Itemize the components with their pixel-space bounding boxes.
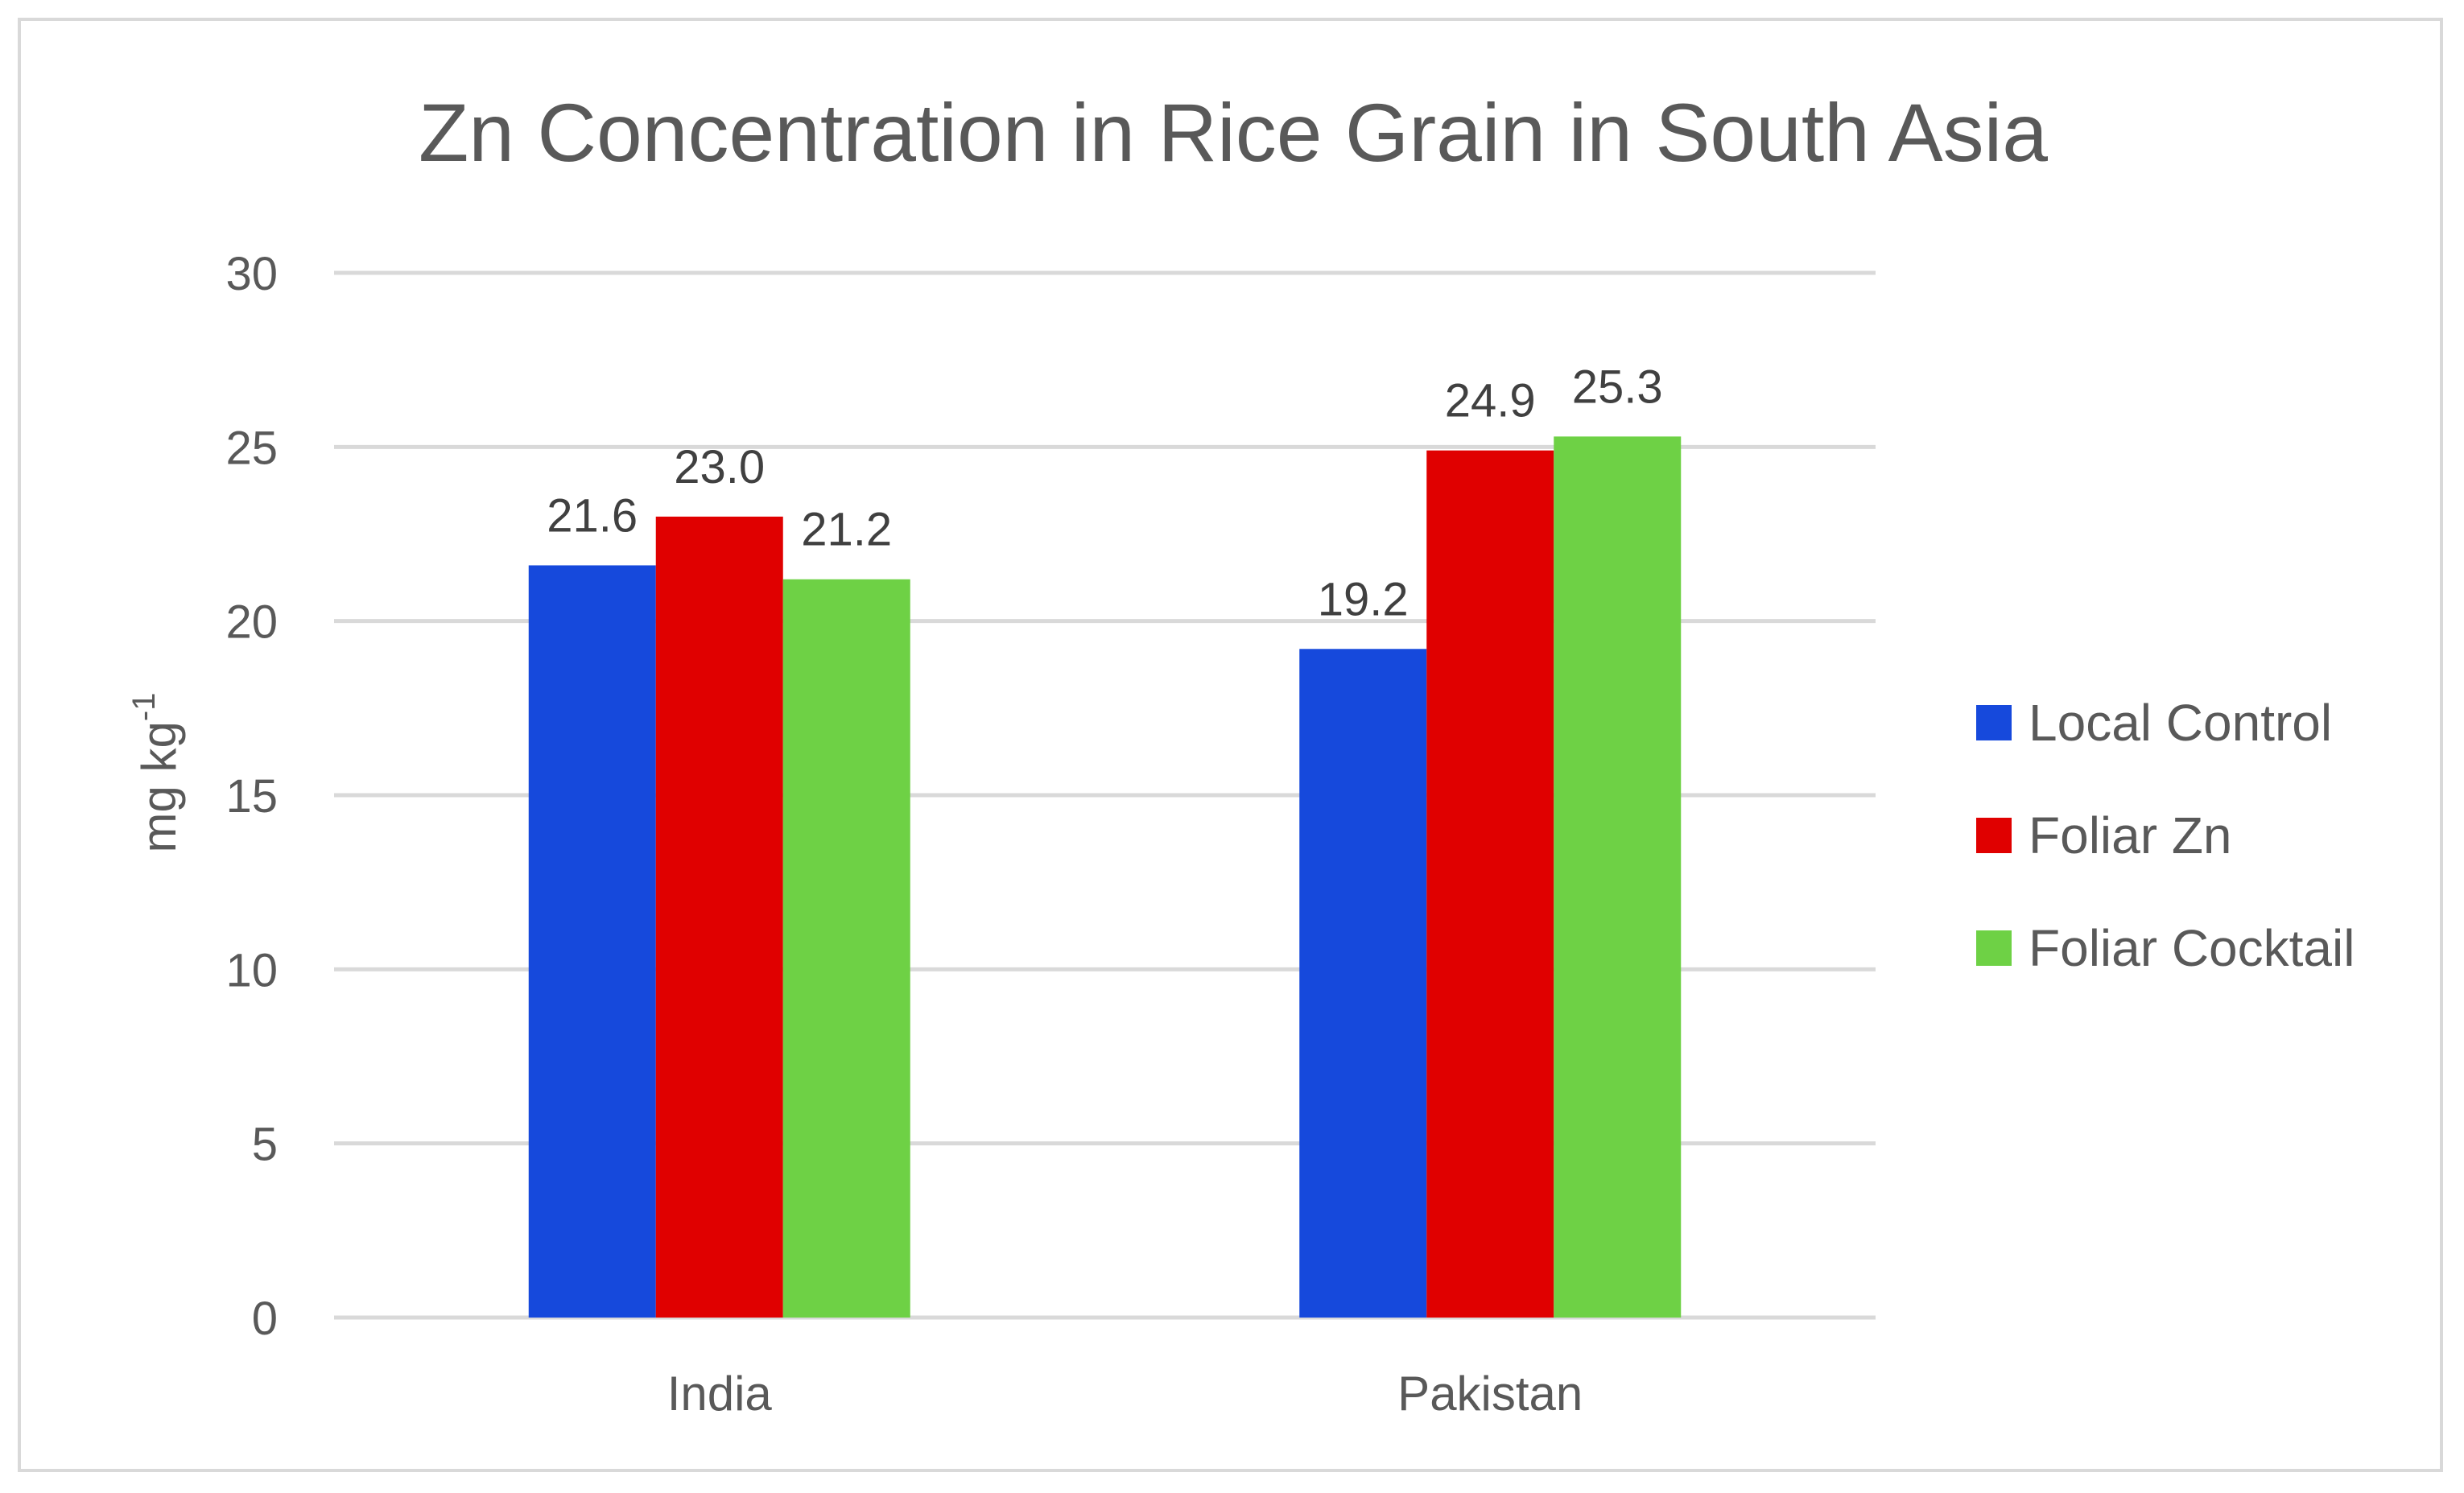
legend-item: Foliar Zn: [1976, 806, 2232, 864]
y-tick-label: 0: [252, 1293, 278, 1345]
legend-label: Local Control: [2029, 694, 2332, 752]
legend-item: Foliar Cocktail: [1976, 919, 2355, 977]
data-label: 19.2: [1318, 573, 1409, 625]
legend-swatch: [1976, 705, 2012, 740]
chart-title: Zn Concentration in Rice Grain in South …: [419, 87, 2048, 179]
y-tick-label: 20: [225, 596, 278, 649]
legend-swatch: [1976, 930, 2012, 966]
legend-swatch: [1976, 818, 2012, 853]
y-axis-title-main: mg kg: [132, 721, 186, 852]
bar: [655, 516, 783, 1318]
y-axis-title-superscript: -1: [126, 693, 162, 722]
data-label: 23.0: [674, 441, 765, 493]
x-category-label: Pakistan: [1397, 1367, 1583, 1421]
legend-item: Local Control: [1976, 694, 2332, 752]
bar: [1554, 436, 1682, 1318]
legend: Local Control Foliar Zn Foliar Cocktail: [1976, 694, 2355, 977]
bar: [1426, 450, 1554, 1318]
data-label: 21.2: [801, 504, 892, 556]
bar: [1299, 649, 1427, 1318]
data-labels: 21.6 23.0 21.2 19.2 24.9 25.3: [547, 361, 1662, 625]
y-tick-label: 30: [225, 248, 278, 300]
y-tick-label: 5: [252, 1119, 278, 1171]
data-label: 25.3: [1572, 361, 1663, 413]
y-axis-title: mg kg-1: [126, 693, 186, 853]
data-label: 24.9: [1445, 375, 1536, 427]
y-tick-label: 25: [225, 422, 278, 474]
x-category-label: India: [667, 1367, 773, 1421]
y-tick-label: 15: [225, 770, 278, 823]
bar: [528, 565, 656, 1318]
legend-label: Foliar Zn: [2029, 806, 2232, 864]
data-label: 21.6: [547, 489, 638, 542]
x-axis-categories: India Pakistan: [667, 1367, 1583, 1421]
bars: [528, 436, 1682, 1318]
y-axis-ticks: 0 5 10 15 20 25 30: [225, 248, 278, 1345]
chart-frame: [18, 18, 2443, 1472]
y-tick-label: 10: [225, 944, 278, 996]
bar: [782, 579, 910, 1318]
legend-label: Foliar Cocktail: [2029, 919, 2355, 977]
